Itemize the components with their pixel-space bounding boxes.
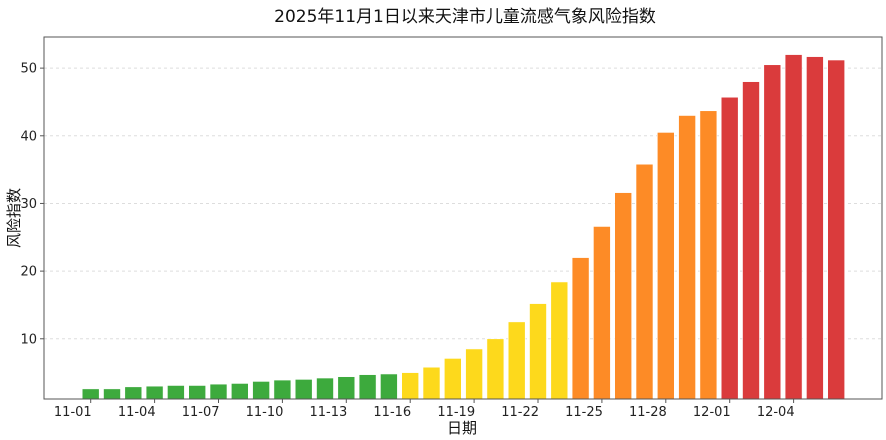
x-tick-label: 11-01 — [54, 405, 92, 420]
bar-11-24 — [571, 257, 590, 400]
bar-11-07 — [209, 383, 228, 400]
bar-11-02 — [103, 388, 121, 400]
bar-11-10 — [273, 379, 292, 400]
x-tick-label: 11-04 — [118, 405, 156, 420]
x-tick-label: 11-16 — [373, 405, 411, 420]
bar-12-05 — [806, 56, 824, 400]
bar-11-19 — [465, 348, 483, 400]
bar-12-02 — [742, 81, 760, 400]
bar-11-11 — [294, 379, 313, 400]
bar-11-20 — [486, 338, 505, 400]
bar-11-05 — [167, 385, 185, 400]
bar-11-06 — [188, 385, 206, 400]
bar-11-23 — [550, 281, 569, 400]
y-tick-label: 30 — [20, 197, 37, 212]
bar-11-03 — [124, 386, 143, 400]
bar-11-16 — [401, 372, 420, 400]
bar-12-01 — [720, 96, 739, 400]
bar-11-15 — [380, 373, 398, 400]
bar-11-28 — [656, 132, 675, 400]
bar-11-13 — [337, 376, 356, 400]
x-axis-label: 日期 — [447, 419, 477, 437]
bar-11-14 — [358, 374, 377, 400]
bar-11-21 — [507, 321, 526, 400]
y-tick-label: 50 — [20, 62, 37, 77]
plot-frame — [43, 36, 883, 400]
x-tick-label: 11-28 — [629, 405, 667, 420]
bar-11-09 — [252, 381, 270, 400]
bar-11-12 — [316, 377, 334, 400]
y-tick-label: 10 — [20, 332, 37, 347]
x-tick-label: 12-01 — [693, 405, 731, 420]
chart-title: 2025年11月1日以来天津市儿童流感气象风险指数 — [274, 7, 656, 27]
bar-11-25 — [593, 226, 611, 400]
bar-11-22 — [529, 303, 547, 400]
bar-11-26 — [614, 192, 633, 400]
y-tick-label: 40 — [20, 129, 37, 144]
bar-12-06 — [827, 59, 846, 400]
x-tick-label: 11-22 — [501, 405, 539, 420]
x-tick-label: 11-25 — [565, 405, 603, 420]
x-tick-label: 11-13 — [310, 405, 348, 420]
bar-11-08 — [231, 383, 249, 400]
bar-11-29 — [678, 115, 696, 400]
y-tick-label: 20 — [20, 265, 37, 280]
x-tick-label: 11-07 — [182, 405, 220, 420]
x-tick-label: 11-19 — [437, 405, 475, 420]
x-tick-label: 12-04 — [757, 405, 795, 420]
bar-11-27 — [635, 163, 654, 400]
bar-12-03 — [763, 64, 782, 400]
bar-12-04 — [784, 54, 803, 400]
bar-11-18 — [443, 358, 462, 400]
bar-11-17 — [422, 366, 441, 400]
bar-11-01 — [81, 388, 100, 400]
x-tick-label: 11-10 — [246, 405, 284, 420]
y-axis-label: 风险指数 — [5, 188, 23, 248]
bar-11-04 — [145, 385, 164, 400]
bar-11-30 — [699, 110, 718, 400]
